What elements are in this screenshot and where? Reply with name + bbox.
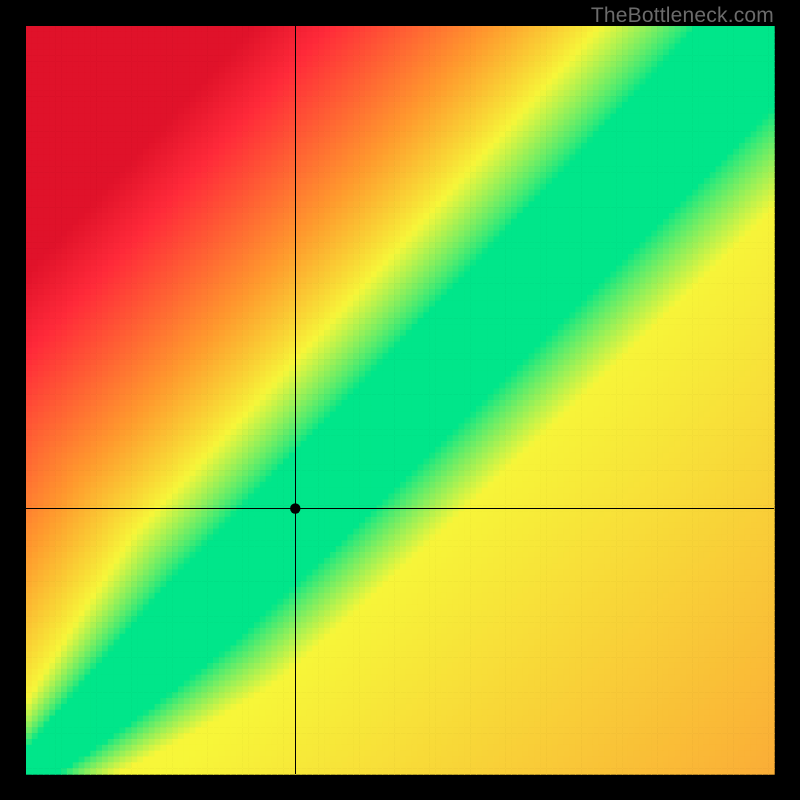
chart-container: TheBottleneck.com	[0, 0, 800, 800]
watermark-text: TheBottleneck.com	[591, 4, 774, 28]
bottleneck-heatmap-canvas	[0, 0, 800, 800]
